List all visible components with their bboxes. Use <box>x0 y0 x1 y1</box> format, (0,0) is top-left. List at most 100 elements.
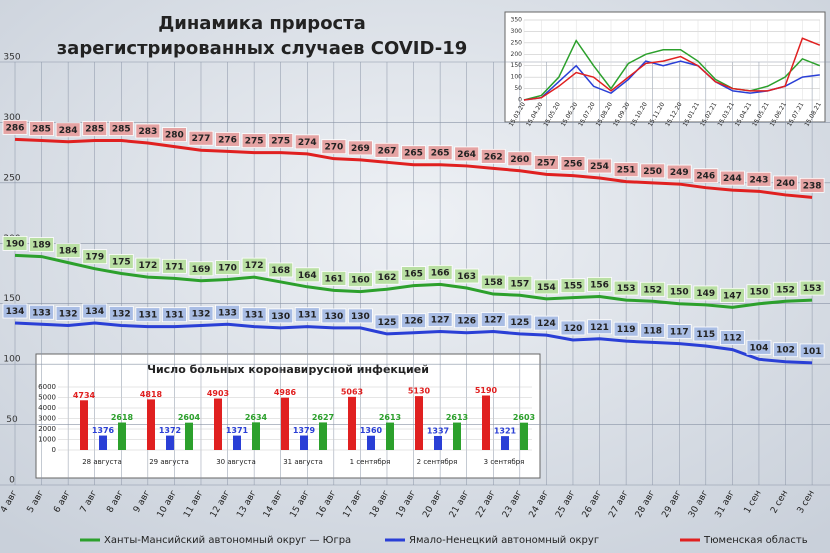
data-label-box <box>480 312 506 327</box>
data-label: 251 <box>617 166 636 176</box>
data-label-box <box>188 130 214 146</box>
x-tick-label: 1 сентября <box>350 458 391 466</box>
data-label-box <box>666 164 692 180</box>
bar <box>281 397 289 450</box>
data-label: 2603 <box>513 413 535 422</box>
y-tick-label: 3000 <box>38 415 56 423</box>
data-label: 101 <box>803 347 822 357</box>
data-label-box <box>215 260 240 275</box>
bar <box>386 422 394 450</box>
data-label: 170 <box>218 264 237 274</box>
data-label: 5190 <box>475 386 498 395</box>
bar <box>453 422 461 450</box>
data-label: 274 <box>298 138 317 148</box>
data-label: 120 <box>564 324 583 334</box>
data-label: 179 <box>85 253 104 263</box>
data-label: 284 <box>59 126 78 136</box>
data-label-box <box>401 266 426 281</box>
data-label: 260 <box>510 155 529 165</box>
data-label-box <box>82 121 108 136</box>
data-label-box <box>613 321 639 337</box>
bar <box>147 399 155 450</box>
data-label: 1371 <box>226 426 249 435</box>
data-label-box <box>162 127 187 142</box>
data-label: 4903 <box>207 389 229 398</box>
bar <box>300 435 308 450</box>
data-label: 285 <box>32 125 51 135</box>
data-label-box <box>162 307 187 323</box>
data-label-box <box>374 142 400 158</box>
data-label: 104 <box>750 343 769 353</box>
data-label-box <box>135 257 161 273</box>
data-label-box <box>162 258 187 274</box>
data-label-box <box>560 278 586 294</box>
data-label: 172 <box>245 261 264 271</box>
data-label-box <box>480 274 506 290</box>
y-tick-label: 300 <box>3 113 20 123</box>
data-label: 262 <box>484 152 503 162</box>
data-label: 189 <box>32 241 51 251</box>
data-label-box <box>268 133 294 149</box>
chart-title: зарегистрированных случаев COVID-19 <box>57 38 468 59</box>
y-tick-label: 50 <box>6 415 18 425</box>
data-label-box <box>82 303 108 319</box>
y-tick-label: 100 <box>511 74 523 81</box>
data-label-box <box>29 237 54 252</box>
data-label: 131 <box>245 311 264 321</box>
data-label-box <box>108 306 134 321</box>
data-label: 158 <box>484 278 503 288</box>
legend-label: Ханты-Мансийский автономный округ — Югра <box>104 535 351 546</box>
data-label-box <box>507 275 533 291</box>
bar <box>348 396 356 450</box>
data-label: 154 <box>537 283 556 293</box>
x-tick-label: 30 августа <box>216 458 256 466</box>
y-tick-label: 150 <box>3 294 20 304</box>
data-label: 4986 <box>274 388 297 397</box>
data-label: 162 <box>378 273 397 283</box>
data-label: 157 <box>510 279 529 289</box>
data-label: 249 <box>670 168 689 178</box>
x-tick-label: 3 сентября <box>484 458 525 466</box>
data-label: 150 <box>750 288 769 298</box>
series-line <box>523 39 821 101</box>
data-label: 134 <box>85 307 104 317</box>
data-label-box <box>294 267 320 283</box>
data-label-box <box>507 151 533 167</box>
data-label: 160 <box>351 276 370 286</box>
data-label: 156 <box>590 280 609 290</box>
series-line <box>14 321 813 365</box>
data-label: 153 <box>803 284 822 294</box>
data-label: 165 <box>404 270 423 280</box>
data-label: 240 <box>776 179 795 189</box>
bar <box>367 435 375 450</box>
data-label-box <box>427 264 453 280</box>
data-label: 2634 <box>245 413 268 422</box>
data-label: 147 <box>723 291 742 301</box>
data-label: 1372 <box>159 426 181 435</box>
data-label: 152 <box>776 285 795 295</box>
data-label-box <box>693 326 719 342</box>
data-label: 285 <box>85 125 104 135</box>
data-label-box <box>241 307 267 323</box>
x-tick-label: 2 сентября <box>417 458 458 466</box>
bar <box>520 422 528 450</box>
data-label-box <box>693 168 719 184</box>
data-label-box <box>587 277 612 292</box>
data-label-box <box>2 235 28 251</box>
y-tick-label: 350 <box>511 17 523 24</box>
x-tick-label: 31 августа <box>283 458 323 466</box>
data-label-box <box>321 308 347 324</box>
y-tick-label: 100 <box>3 355 20 365</box>
data-label: 112 <box>723 334 742 344</box>
data-label-box <box>321 271 347 286</box>
data-label-box <box>534 315 559 331</box>
series-line <box>14 253 813 309</box>
data-label: 125 <box>510 318 529 328</box>
inset-title: Число больных коронавирусной инфекцией <box>147 363 429 376</box>
x-tick-label: 28 августа <box>82 458 122 466</box>
data-label: 168 <box>271 266 290 276</box>
data-label: 166 <box>431 268 450 278</box>
data-label-box <box>719 287 745 303</box>
data-label: 175 <box>112 258 131 268</box>
data-label-box <box>2 119 28 135</box>
